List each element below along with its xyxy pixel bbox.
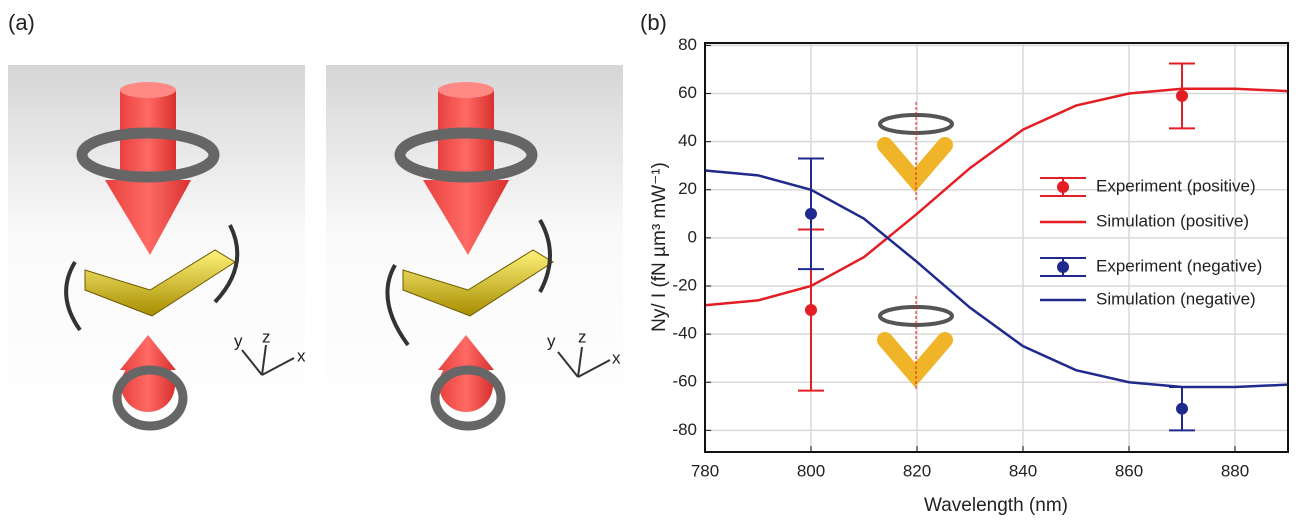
legend-symbol [1057,261,1069,273]
axis-letter: z [578,327,587,346]
x-tick-label: 800 [797,461,825,480]
beam-top [438,82,494,98]
plot-frame [705,43,1288,452]
data-point [805,304,817,316]
x-tick-label: 880 [1221,461,1249,480]
x-axis-label: Wavelength (nm) [924,495,1068,516]
axis-letter: x [297,346,306,365]
legend-symbol [1057,181,1069,193]
illustration-right: y z x [326,65,623,445]
series-line [705,171,1288,388]
y-tick-label: 60 [678,83,697,102]
x-tick-label: 820 [903,461,931,480]
legend-label: Simulation (negative) [1096,289,1256,308]
plot: -80 -60 -40 -20 0 20 40 60 80 780 800 820 840 860 880 E… [672,35,1288,481]
y-tick-label: -80 [672,420,697,439]
y-tick-label: 20 [678,179,697,198]
axis-letter: z [262,327,271,346]
panel-label: (a) [8,10,35,35]
legend-label: Simulation (positive) [1096,211,1249,230]
beam-top [120,82,176,98]
panel-label: (b) [640,10,667,35]
data-point [805,208,817,220]
y-tick-label: -60 [672,372,697,391]
x-tick-label: 860 [1115,461,1143,480]
x-tick-label: 840 [1009,461,1037,480]
y-tick-label: -40 [672,324,697,343]
inset-bottom [880,296,952,390]
y-tick-label: 0 [688,227,697,246]
illustration-left: y z x [8,65,306,445]
inset-top [880,102,952,200]
axis-letter: y [547,331,556,350]
data-point [1176,403,1188,415]
y-tick-label: 40 [678,131,697,150]
y-axis-label: Ny/ I (fN µm³ mW⁻¹) [649,162,670,332]
y-tick-label: 80 [678,35,697,54]
x-tick-label: 780 [691,461,719,480]
axis-letter: x [612,348,621,367]
y-tick-label: -20 [672,275,697,294]
data-point [1176,90,1188,102]
figure: (a) (b) y z x y z x -80 -60 -40 -20 0 20 40 60 8… [0,0,1298,525]
axis-letter: y [234,331,243,350]
legend-label: Experiment (positive) [1096,176,1256,195]
legend-label: Experiment (negative) [1096,256,1262,275]
